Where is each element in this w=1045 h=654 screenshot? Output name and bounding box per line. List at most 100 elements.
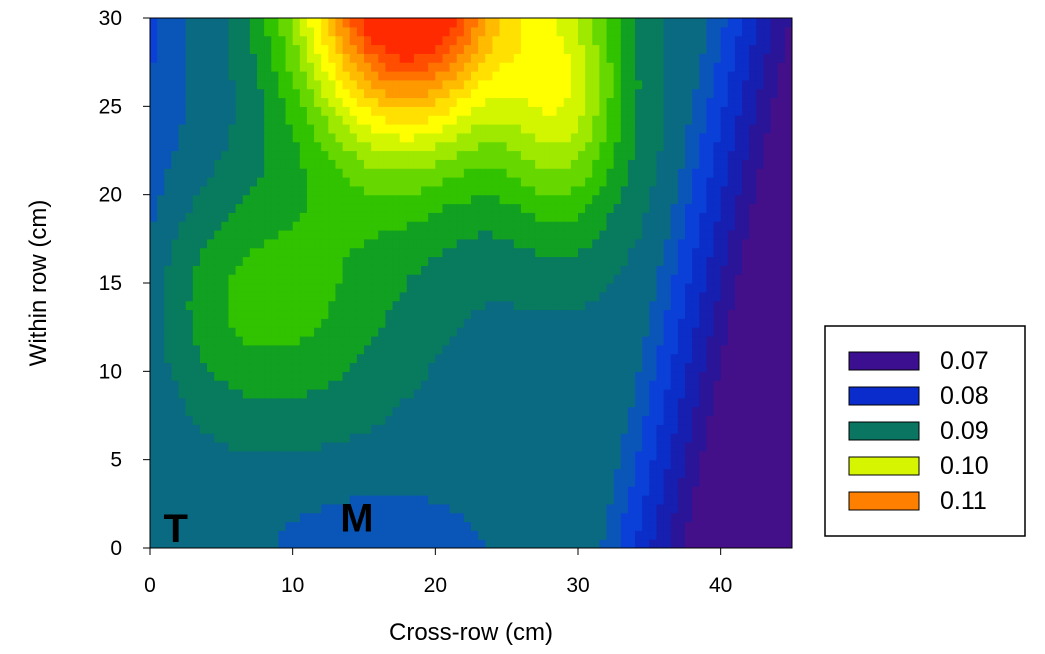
contour-cell <box>706 477 715 487</box>
contour-cell <box>471 521 479 531</box>
contour-cell <box>306 106 315 116</box>
contour-cell <box>613 318 622 328</box>
contour-cell <box>157 212 165 222</box>
contour-cell <box>342 35 351 46</box>
contour-cell <box>528 397 536 408</box>
contour-cell <box>499 71 508 81</box>
contour-cell <box>392 18 401 28</box>
contour-cell <box>570 291 579 302</box>
contour-cell <box>364 477 372 487</box>
contour-cell <box>627 327 636 337</box>
contour-cell <box>713 88 722 99</box>
contour-cell <box>570 124 579 134</box>
contour-cell <box>528 362 536 372</box>
contour-cell <box>606 256 615 266</box>
contour-cell <box>406 503 415 514</box>
contour-cell <box>328 415 337 425</box>
contour-cell <box>670 433 679 443</box>
contour-cell <box>649 521 658 531</box>
contour-cell <box>242 424 251 434</box>
contour-cell <box>342 177 351 187</box>
contour-cell <box>342 503 351 514</box>
contour-cell <box>249 353 258 364</box>
contour-cell <box>463 177 472 187</box>
contour-cell <box>271 521 279 531</box>
contour-cell <box>520 530 529 540</box>
contour-cell <box>349 53 358 63</box>
contour-cell <box>506 327 515 337</box>
contour-cell <box>635 468 643 478</box>
contour-cell <box>164 185 172 196</box>
contour-cell <box>520 194 529 205</box>
contour-cell <box>592 168 600 178</box>
contour-cell <box>677 344 686 355</box>
contour-cell <box>150 362 158 372</box>
contour-cell <box>235 124 244 134</box>
contour-cell <box>677 336 686 346</box>
contour-cell <box>706 353 715 364</box>
contour-cell <box>585 486 593 496</box>
contour-cell <box>706 230 715 240</box>
contour-cell <box>335 177 344 187</box>
contour-cell <box>221 406 230 417</box>
contour-cell <box>713 106 722 116</box>
contour-cell <box>585 132 593 143</box>
contour-cell <box>435 212 444 222</box>
contour-cell <box>150 35 158 46</box>
contour-cell <box>528 141 536 152</box>
contour-cell <box>570 283 579 293</box>
contour-cell <box>734 459 743 470</box>
contour-cell <box>335 477 344 487</box>
contour-cell <box>228 26 237 37</box>
contour-cell <box>549 71 558 81</box>
contour-cell <box>663 256 672 266</box>
contour-cell <box>299 291 308 302</box>
contour-cell <box>727 477 736 487</box>
contour-cell <box>264 521 272 531</box>
contour-cell <box>207 256 215 266</box>
contour-cell <box>563 212 572 222</box>
contour-cell <box>478 450 486 461</box>
contour-cell <box>663 230 672 240</box>
contour-cell <box>199 18 208 28</box>
contour-cell <box>271 477 279 487</box>
contour-cell <box>563 309 572 319</box>
contour-cell <box>235 442 244 452</box>
contour-cell <box>399 495 408 505</box>
contour-cell <box>485 415 493 425</box>
contour-cell <box>178 132 187 143</box>
contour-cell <box>699 62 707 72</box>
contour-cell <box>556 530 565 540</box>
contour-cell <box>670 327 679 337</box>
contour-cell <box>585 380 593 390</box>
contour-cell <box>649 212 658 222</box>
contour-cell <box>656 185 665 196</box>
contour-cell <box>171 291 180 302</box>
contour-cell <box>278 221 287 231</box>
contour-cell <box>235 362 244 372</box>
contour-cell <box>249 300 258 311</box>
contour-cell <box>221 141 230 152</box>
contour-cell <box>157 530 165 540</box>
contour-cell <box>627 450 636 461</box>
contour-cell <box>471 247 479 258</box>
contour-cell <box>364 124 372 134</box>
contour-cell <box>599 141 608 152</box>
contour-cell <box>535 512 543 523</box>
contour-cell <box>335 265 344 275</box>
contour-cell <box>677 512 686 523</box>
contour-cell <box>528 159 536 169</box>
contour-cell <box>685 132 693 143</box>
contour-cell <box>677 503 686 514</box>
contour-cell <box>150 495 158 505</box>
contour-cell <box>264 406 272 417</box>
contour-cell <box>606 486 615 496</box>
contour-cell <box>378 247 386 258</box>
contour-cell <box>520 79 529 90</box>
contour-cell <box>349 159 358 169</box>
contour-cell <box>742 397 750 408</box>
contour-cell <box>442 53 451 63</box>
contour-cell <box>371 424 379 434</box>
contour-cell <box>185 521 194 531</box>
contour-cell <box>321 309 329 319</box>
